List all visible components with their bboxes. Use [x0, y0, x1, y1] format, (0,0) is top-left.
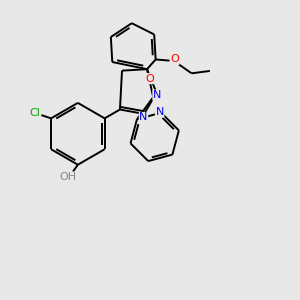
Text: N: N: [155, 107, 164, 117]
Text: N: N: [139, 112, 148, 122]
Text: N: N: [153, 90, 161, 100]
Text: O: O: [170, 55, 179, 64]
Text: O: O: [146, 74, 154, 84]
Text: Cl: Cl: [29, 108, 40, 118]
Text: OH: OH: [59, 172, 76, 182]
